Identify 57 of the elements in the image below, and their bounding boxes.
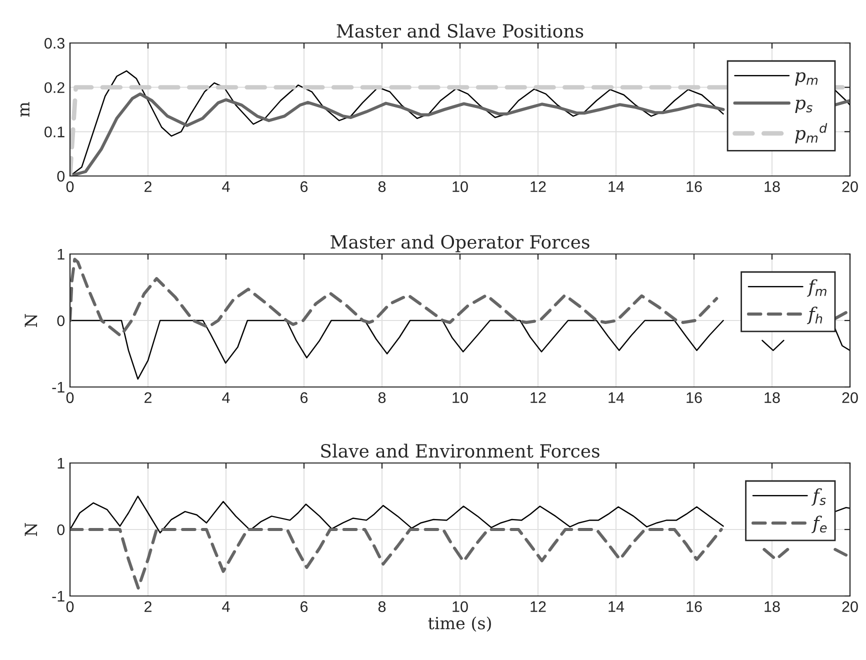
x-tick-label: 0 bbox=[66, 392, 74, 404]
legend-label: p$_{m}$$^{d}$ bbox=[795, 123, 828, 144]
x-tick-label: 20 bbox=[842, 181, 858, 192]
x-tick-label: 16 bbox=[686, 392, 702, 404]
y-tick-label: 0 bbox=[57, 315, 65, 326]
y-tick-label: 0.2 bbox=[44, 82, 64, 94]
chart-title: Slave and Environment Forces bbox=[321, 444, 600, 458]
x-tick-label: 8 bbox=[378, 392, 386, 404]
x-tick-label: 12 bbox=[530, 392, 546, 403]
y-tick-label: 1 bbox=[58, 249, 64, 260]
x-tick-label: 20 bbox=[842, 392, 858, 404]
legend-label: f$_{m}$ bbox=[806, 279, 826, 297]
x-tick-label: 10 bbox=[452, 601, 468, 612]
y-tick-label: 0.3 bbox=[44, 38, 64, 49]
x-axis-title: time (s) bbox=[428, 616, 491, 632]
x-tick-label: 14 bbox=[608, 601, 624, 612]
chart-title: Master and Operator Forces bbox=[330, 234, 590, 252]
x-tick-label: 2 bbox=[144, 181, 152, 192]
x-tick-label: 16 bbox=[686, 181, 702, 192]
x-tick-label: 0 bbox=[66, 601, 74, 612]
x-tick-label: 18 bbox=[764, 181, 780, 192]
x-tick-label: 2 bbox=[144, 392, 152, 403]
y-tick-label: -1 bbox=[52, 591, 64, 602]
x-tick-label: 4 bbox=[222, 601, 230, 612]
y-tick-label: 0.1 bbox=[44, 126, 64, 138]
x-tick-label: 8 bbox=[378, 181, 386, 192]
x-tick-label: 6 bbox=[300, 392, 308, 404]
legend-label: p$_{s}$ bbox=[795, 100, 812, 114]
x-tick-label: 4 bbox=[222, 392, 230, 403]
chart-title: Master and Slave Positions bbox=[336, 24, 584, 38]
y-tick-label: 0 bbox=[57, 170, 65, 182]
x-tick-label: 18 bbox=[764, 392, 780, 404]
y-tick-label: 0 bbox=[57, 524, 65, 536]
x-tick-label: 20 bbox=[842, 601, 858, 612]
x-tick-label: 14 bbox=[608, 392, 624, 403]
legend-label: f$_{h}$ bbox=[806, 306, 822, 324]
y-tick-label: 1 bbox=[58, 458, 64, 469]
y-axis-title: N bbox=[24, 314, 38, 327]
y-axis-title: N bbox=[24, 522, 38, 536]
legend-label: f$_{e}$ bbox=[812, 516, 827, 534]
x-tick-label: 10 bbox=[452, 392, 468, 404]
x-tick-label: 16 bbox=[686, 601, 702, 612]
x-tick-label: 8 bbox=[378, 601, 386, 612]
x-tick-label: 6 bbox=[300, 601, 308, 612]
x-tick-label: 18 bbox=[764, 601, 780, 612]
x-tick-label: 10 bbox=[452, 181, 468, 192]
x-tick-label: 0 bbox=[66, 181, 74, 192]
x-tick-label: 6 bbox=[300, 181, 308, 192]
x-tick-label: 14 bbox=[608, 181, 624, 192]
x-tick-label: 12 bbox=[530, 601, 546, 612]
x-tick-label: 4 bbox=[222, 181, 230, 192]
y-axis-title: m bbox=[20, 102, 30, 117]
legend-label: f$_{s}$ bbox=[812, 488, 826, 506]
x-tick-label: 12 bbox=[530, 181, 546, 192]
x-tick-label: 2 bbox=[144, 601, 152, 612]
y-tick-label: -1 bbox=[52, 382, 64, 393]
legend-label: p$_{m}$ bbox=[795, 72, 818, 86]
